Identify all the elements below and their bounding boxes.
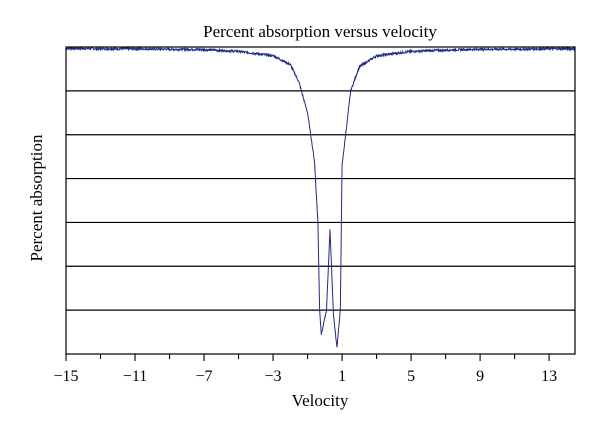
- series-line-0: [65, 45, 576, 348]
- x-tick-label: −15: [53, 368, 78, 385]
- x-tick-label: −7: [196, 368, 213, 385]
- chart-title: Percent absorption versus velocity: [203, 22, 437, 41]
- x-tick-label: 1: [338, 368, 346, 385]
- x-ticks: −15 −11 −7 −3 1 5 9 13: [53, 354, 557, 385]
- x-axis-label: Velocity: [292, 391, 349, 410]
- x-tick-label: 5: [407, 368, 415, 385]
- grid-lines: [66, 90, 575, 311]
- x-tick-label: −3: [265, 368, 282, 385]
- y-axis-label: Percent absorption: [27, 134, 46, 261]
- series-layer: [65, 45, 576, 348]
- x-tick-label: 9: [476, 368, 484, 385]
- x-tick-label: 13: [541, 368, 557, 385]
- x-tick-label: −11: [123, 368, 147, 385]
- plot-frame: [65, 46, 576, 355]
